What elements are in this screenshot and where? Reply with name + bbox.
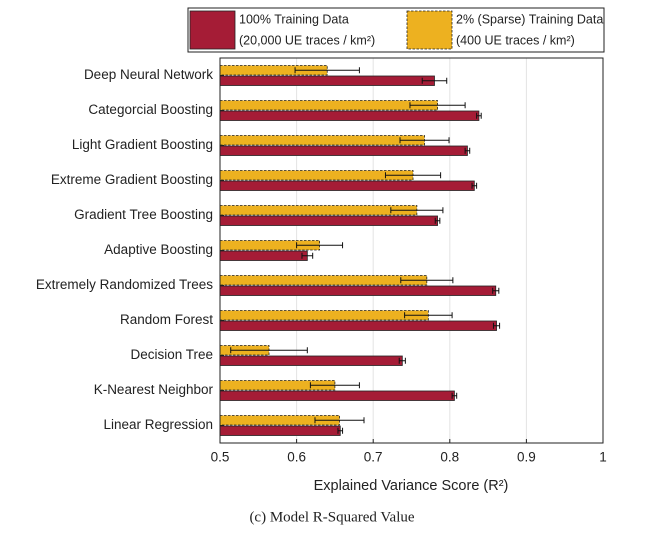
- error-bar: [384, 172, 442, 179]
- error-bar: [492, 287, 500, 294]
- error-bar: [434, 217, 441, 224]
- legend-swatch: [406, 10, 453, 50]
- y-tick-label: K-Nearest Neighbor: [94, 382, 214, 397]
- legend-label: 2% (Sparse) Training Data: [456, 12, 603, 26]
- bar: [219, 425, 341, 436]
- error-bar: [230, 347, 308, 354]
- error-bar: [301, 252, 314, 259]
- bar: [219, 205, 418, 216]
- plot-frame: [219, 57, 604, 444]
- error-bar: [294, 67, 360, 74]
- y-tick-label: Categorcial Boosting: [88, 102, 213, 117]
- legend-description: (400 UE traces / km²): [456, 33, 575, 47]
- error-bar: [409, 102, 466, 109]
- bar: [219, 145, 468, 156]
- error-bar: [309, 382, 360, 389]
- caption: (c) Model R-Squared Value: [249, 509, 414, 525]
- legend-description: (20,000 UE traces / km²): [239, 33, 375, 47]
- bar: [219, 135, 425, 146]
- error-bar: [390, 207, 444, 214]
- y-tick-label: Deep Neural Network: [84, 67, 213, 82]
- bar: [219, 275, 428, 286]
- y-tick-label: Extremely Randomized Trees: [36, 277, 213, 292]
- error-bar: [296, 242, 344, 249]
- bar: [219, 170, 414, 181]
- legend-label: 100% Training Data: [239, 12, 349, 26]
- legend-swatch: [189, 10, 236, 50]
- legend-box: [187, 7, 605, 53]
- x-tick-label: 0.6: [287, 450, 306, 465]
- error-bar: [398, 357, 406, 364]
- x-tick-label: 0.8: [440, 450, 459, 465]
- y-tick-label: Random Forest: [120, 312, 213, 327]
- error-bar: [476, 112, 482, 119]
- bar: [219, 215, 438, 226]
- error-bar: [314, 417, 365, 424]
- bar: [219, 180, 475, 191]
- error-bar: [451, 392, 458, 399]
- bar: [219, 285, 497, 296]
- error-bar: [400, 277, 454, 284]
- error-bar: [404, 312, 453, 319]
- error-bar: [337, 427, 344, 434]
- error-bar: [464, 147, 471, 154]
- bar: [219, 100, 438, 111]
- error-bar: [421, 77, 448, 84]
- plot-area: [220, 58, 603, 443]
- y-tick-label: Adaptive Boosting: [104, 242, 213, 257]
- y-tick-label: Extreme Gradient Boosting: [51, 172, 213, 187]
- bar: [219, 250, 308, 261]
- y-tick-label: Linear Regression: [103, 417, 213, 432]
- x-tick-label: 1: [599, 450, 607, 465]
- y-tick-label: Gradient Tree Boosting: [74, 207, 213, 222]
- x-tick-label: 0.9: [517, 450, 536, 465]
- x-axis-label: Explained Variance Score (R²): [314, 478, 509, 494]
- x-tick-label: 0.5: [211, 450, 230, 465]
- error-bar: [471, 182, 478, 189]
- bar: [219, 110, 480, 121]
- error-bar: [492, 322, 501, 329]
- error-bar: [399, 137, 450, 144]
- bar: [219, 75, 435, 86]
- bar: [219, 310, 429, 321]
- bar: [219, 320, 497, 331]
- y-tick-label: Light Gradient Boosting: [72, 137, 213, 152]
- bar: [219, 390, 455, 401]
- y-tick-label: Decision Tree: [130, 347, 213, 362]
- bar: [219, 355, 403, 366]
- x-tick-label: 0.7: [364, 450, 383, 465]
